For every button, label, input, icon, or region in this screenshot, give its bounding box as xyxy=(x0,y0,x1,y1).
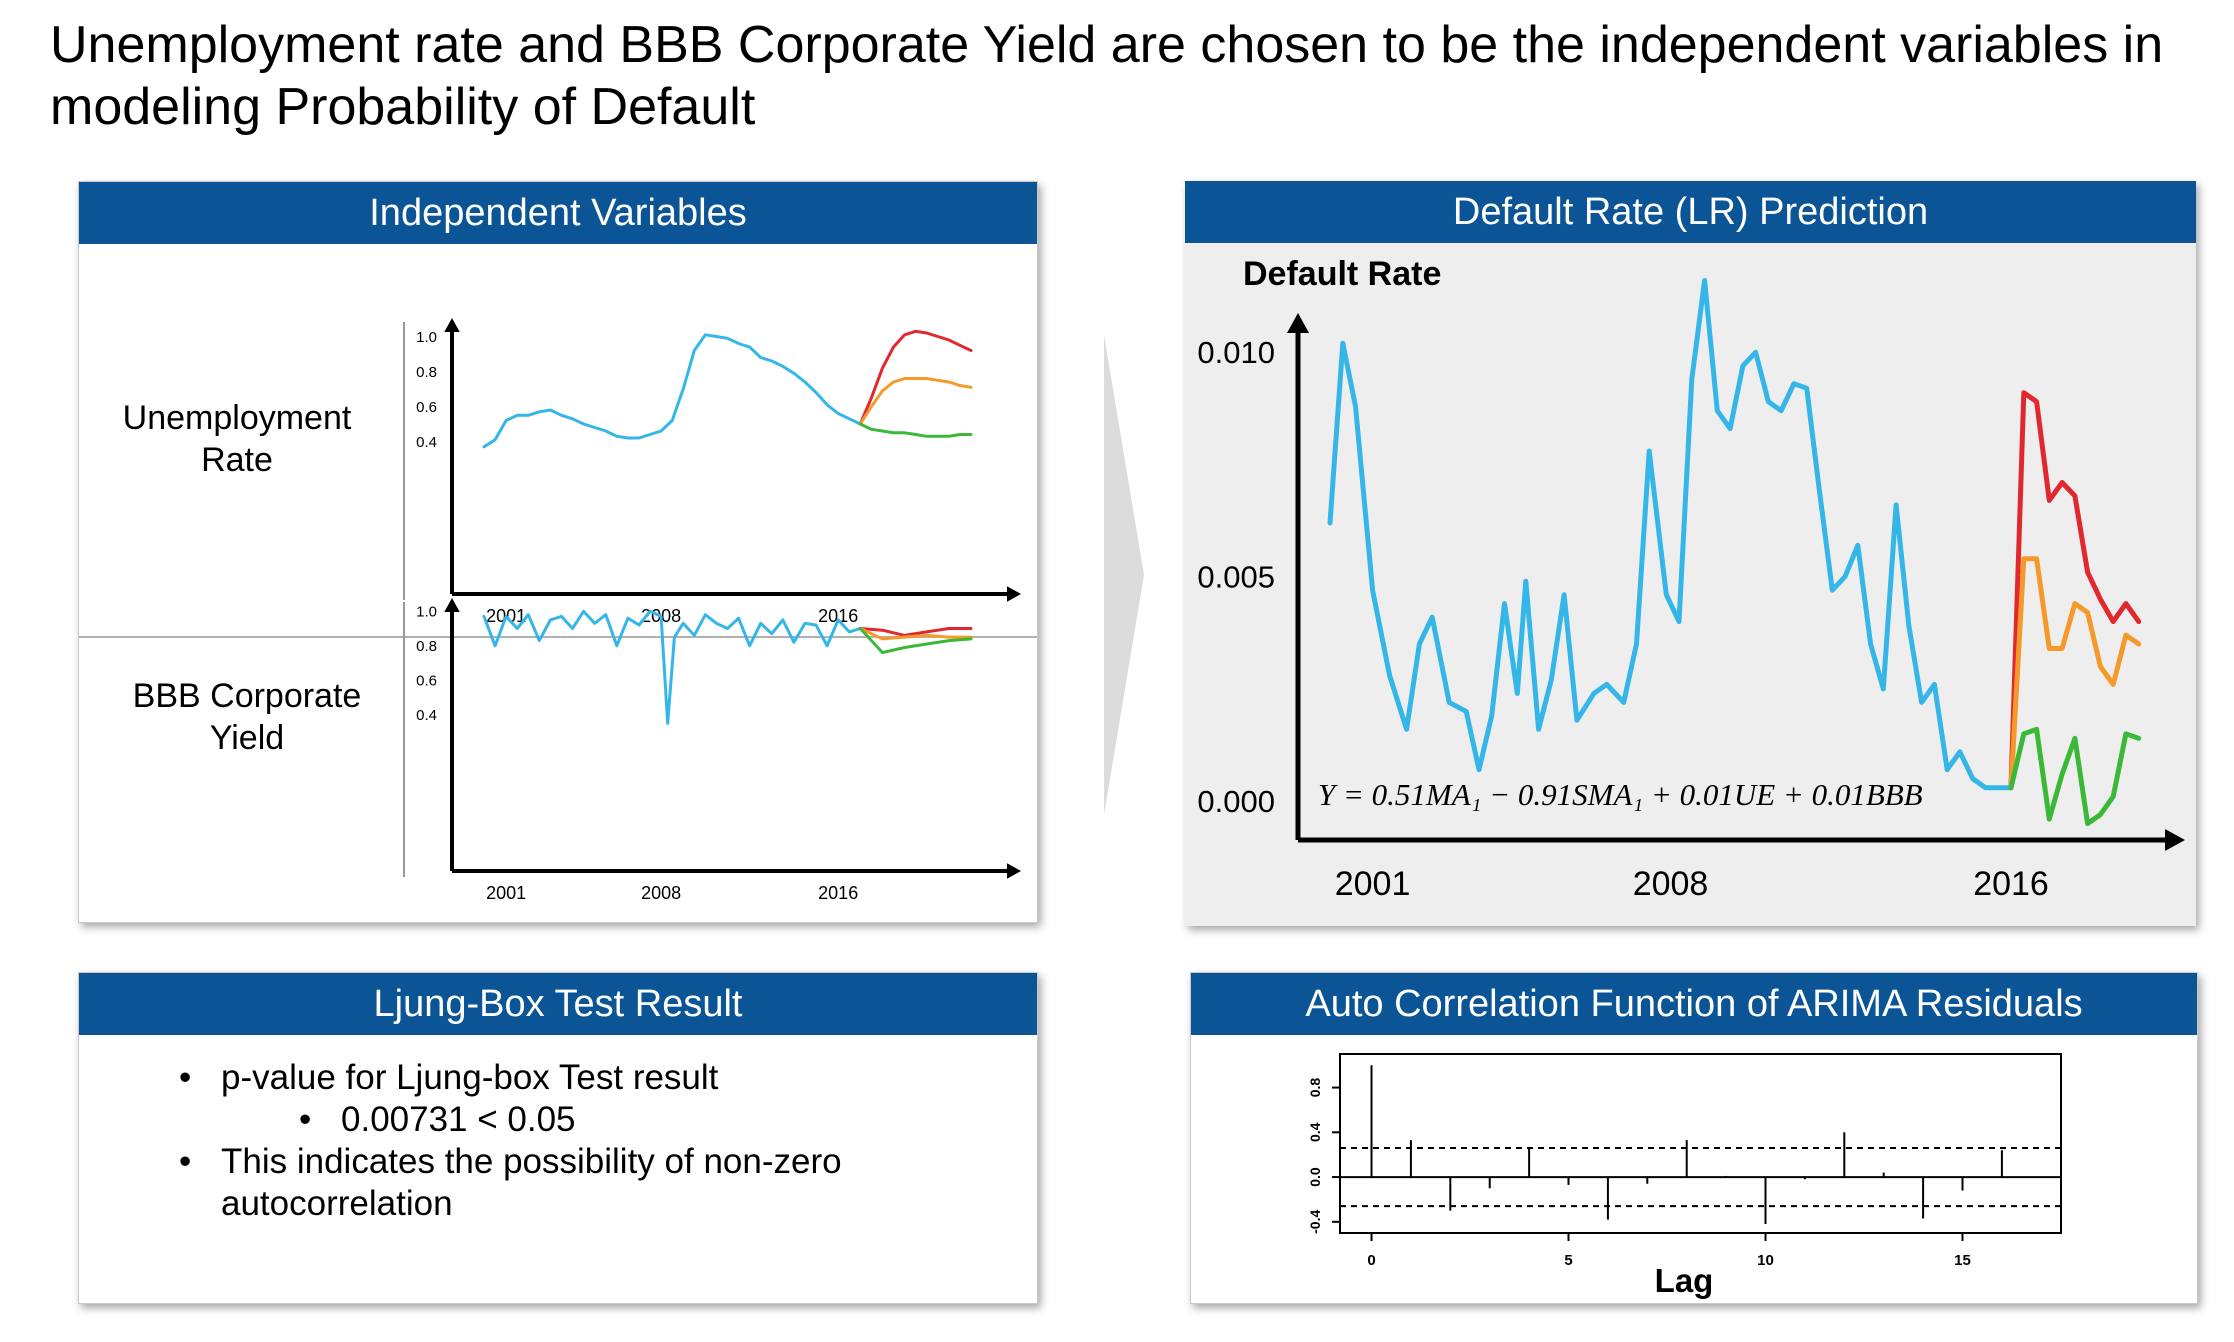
default-rate-canvas: 0.010 0.005 0.000 2001 2008 2016 Default Rate T… xyxy=(1197,255,2185,926)
acf-chart: 0.8 0.4 0.0 -0.4 0 5 10 15 Lag xyxy=(1307,1053,2062,1299)
independent-variables-panel: Independent Variables Unemployment Rate B… xyxy=(78,181,1038,923)
default-rate-body: 0.010 0.005 0.000 2001 2008 2016 Default Rate T… xyxy=(1185,243,2196,926)
series-line-history xyxy=(482,609,862,725)
acf-y-tick-label: -0.4 xyxy=(1307,1210,1323,1234)
bbb-chart: 1.0 0.8 0.6 0.4 2001 2008 2016 xyxy=(403,598,1021,903)
page-headline: Unemployment rate and BBB Corporate Yiel… xyxy=(50,16,2164,136)
series-line-history xyxy=(482,333,862,449)
acf-plot-frame xyxy=(1339,1053,2062,1234)
default-rate-chart: 0.010 0.005 0.000 2001 2008 2016 Default Rate T… xyxy=(1197,255,2185,926)
y-tick-label: 0.6 xyxy=(416,399,437,416)
series-line-scenario-mid xyxy=(858,377,973,426)
x-tick-label: 2016 xyxy=(818,606,858,626)
unemployment-label: Unemployment Rate xyxy=(123,399,352,479)
series-line-scenario-mid xyxy=(2008,556,2142,791)
ljung-box-body: p-value for Ljung-box Test result 0.0073… xyxy=(79,1035,1037,1303)
independent-variables-body: Unemployment Rate BBB Corporate Yield 1.0 0… xyxy=(79,244,1037,922)
y-tick-label: 0.4 xyxy=(416,434,437,451)
bbb-label: BBB Corporate Yield xyxy=(133,677,362,757)
acf-panel: Auto Correlation Function of ARIMA Resid… xyxy=(1190,972,2198,1304)
acf-y-tick-label: 0.4 xyxy=(1307,1122,1323,1142)
x-axis-title: Time xyxy=(1669,922,1748,926)
bullet-pvalue: p-value for Ljung-box Test result xyxy=(139,1057,1037,1099)
x-axis-arrow xyxy=(1007,863,1021,879)
ljung-box-bullets: p-value for Ljung-box Test result 0.0073… xyxy=(139,1057,1037,1225)
series-line-scenario-mid xyxy=(858,627,973,641)
acf-x-axis-title: Lag xyxy=(1655,1262,1714,1299)
y-tick-label: 0.8 xyxy=(416,364,437,381)
flow-arrow xyxy=(1104,335,1144,815)
x-axis-arrow xyxy=(2165,829,2185,851)
x-tick-label: 2008 xyxy=(1633,865,1709,903)
acf-y-tick-label: 0.8 xyxy=(1307,1078,1323,1098)
y-axis-arrow xyxy=(444,318,460,332)
series-line-scenario-low xyxy=(858,627,973,655)
acf-canvas: 0.8 0.4 0.0 -0.4 0 5 10 15 Lag xyxy=(1307,1053,2062,1299)
acf-y-tick-label: 0.0 xyxy=(1307,1167,1323,1187)
bullet-conclusion: This indicates the possibility of non-ze… xyxy=(139,1141,1037,1225)
independent-variables-header: Independent Variables xyxy=(79,182,1037,244)
x-tick-label: 2016 xyxy=(1973,865,2049,903)
default-rate-header: Default Rate (LR) Prediction xyxy=(1185,181,2196,243)
y-tick-label: 1.0 xyxy=(416,329,437,346)
acf-x-tick-label: 0 xyxy=(1367,1252,1375,1269)
acf-x-tick-label: 10 xyxy=(1757,1252,1774,1269)
y-tick-label: 0.000 xyxy=(1197,784,1275,819)
ljung-box-header: Ljung-Box Test Result xyxy=(79,973,1037,1035)
model-equation: Y = 0.51MA₁ − 0.91SMA₁ + 0.01UE + 0.01BB… xyxy=(1318,777,1923,812)
acf-x-tick-label: 15 xyxy=(1954,1252,1971,1269)
independent-variables-canvas: Unemployment Rate BBB Corporate Yield 1.0 0… xyxy=(79,318,1037,903)
acf-body: 0.8 0.4 0.0 -0.4 0 5 10 15 Lag xyxy=(1191,1035,2197,1303)
bullet-pvalue-detail: 0.00731 < 0.05 xyxy=(139,1099,1037,1141)
ljung-box-panel: Ljung-Box Test Result p-value for Ljung-… xyxy=(78,972,1038,1304)
y-tick-label: 0.005 xyxy=(1197,560,1275,595)
default-rate-panel: Default Rate (LR) Prediction 0.010 0.005 0… xyxy=(1185,181,2196,926)
series-line-scenario-high xyxy=(858,329,973,426)
y-tick-label: 0.6 xyxy=(416,673,437,690)
y-axis-title: Default Rate xyxy=(1243,255,1441,293)
series-line-scenario-high xyxy=(2008,390,2142,791)
y-tick-label: 0.010 xyxy=(1197,335,1275,370)
x-tick-label: 2001 xyxy=(1335,865,1411,903)
x-tick-label: 2001 xyxy=(486,883,526,903)
series-line-history xyxy=(1327,278,2014,791)
x-tick-label: 2016 xyxy=(818,883,858,903)
acf-header: Auto Correlation Function of ARIMA Resid… xyxy=(1191,973,2197,1035)
series-line-scenario-high xyxy=(858,627,973,637)
y-tick-label: 1.0 xyxy=(416,604,437,621)
y-tick-label: 0.4 xyxy=(416,707,437,724)
series-line-scenario-low xyxy=(2008,726,2142,827)
series-line-scenario-low xyxy=(858,422,973,438)
y-tick-label: 0.8 xyxy=(416,638,437,655)
y-axis-arrow xyxy=(1287,313,1309,333)
x-tick-label: 2008 xyxy=(641,883,681,903)
x-axis-arrow xyxy=(1007,586,1021,602)
acf-x-tick-label: 5 xyxy=(1564,1252,1572,1269)
y-axis-arrow xyxy=(444,598,460,612)
